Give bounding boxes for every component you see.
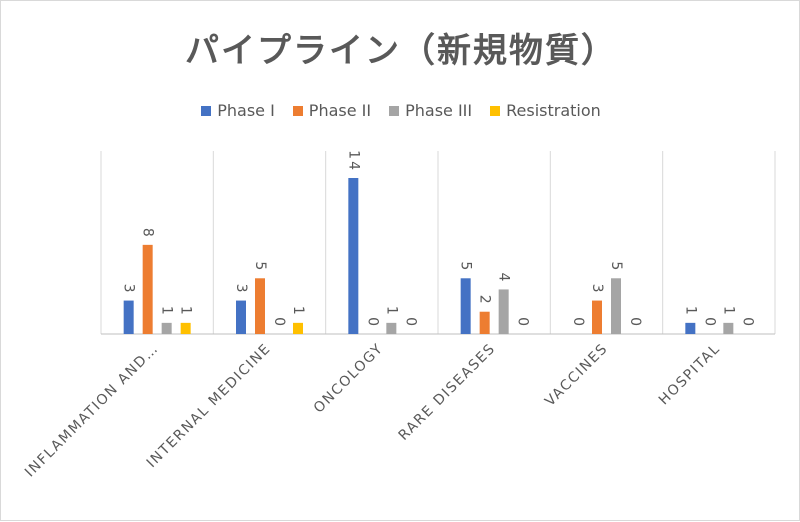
x-tick-label: RARE DISEASES	[396, 341, 499, 444]
legend-item-phase-2: Phase II	[292, 101, 372, 120]
bar	[236, 300, 246, 334]
data-label: 5	[608, 261, 624, 272]
data-label: 1	[383, 306, 399, 317]
legend-swatch-phase-1	[201, 105, 212, 116]
data-label: 1	[682, 306, 698, 317]
data-label: 1	[178, 306, 194, 317]
data-label: 1	[720, 306, 736, 317]
x-tick-label: HOSPITAL	[656, 341, 724, 409]
data-label: 0	[271, 317, 287, 328]
legend-label-resistration: Resistration	[506, 101, 601, 120]
legend-swatch-phase-3	[389, 105, 400, 116]
data-label: 0	[701, 317, 717, 328]
bar	[348, 178, 359, 334]
legend-swatch-phase-2	[292, 105, 303, 116]
data-label: 5	[458, 261, 474, 272]
data-label: 0	[739, 317, 755, 328]
bar	[685, 322, 696, 334]
data-label: 3	[589, 284, 605, 295]
bar	[592, 300, 602, 334]
bar	[123, 300, 134, 334]
data-label: 4	[496, 273, 512, 284]
legend-item-resistration: Resistration	[490, 101, 601, 120]
bar	[460, 278, 471, 334]
chart-title: パイプライン（新規物質）	[185, 31, 617, 71]
bar	[255, 278, 265, 334]
data-label: 0	[515, 317, 531, 328]
data-label: 0	[627, 317, 643, 328]
data-label: 0	[364, 317, 380, 328]
x-tick-label: INFLAMMATION AND…	[22, 341, 162, 481]
legend-item-phase-1: Phase I	[201, 101, 275, 120]
data-label: 3	[121, 284, 137, 295]
data-label: 3	[233, 284, 249, 295]
data-label: 5	[252, 261, 268, 272]
data-label: 0	[402, 317, 418, 328]
data-label: 2	[477, 295, 493, 306]
x-tick-label: INTERNAL MEDICINE	[144, 341, 275, 472]
x-tick-label: ONCOLOGY	[311, 341, 387, 417]
bar	[142, 244, 153, 334]
bar	[479, 311, 490, 334]
legend-label-phase-2: Phase II	[308, 101, 372, 120]
data-label: 0	[570, 317, 586, 328]
bar	[180, 322, 191, 334]
data-label: 8	[140, 228, 156, 239]
data-label: 1	[290, 306, 306, 317]
legend-label-phase-3: Phase III	[405, 101, 473, 120]
bar	[161, 322, 172, 334]
legend-swatch-resistration	[490, 105, 501, 116]
bar	[498, 289, 509, 334]
legend-label-phase-1: Phase I	[217, 101, 275, 120]
bar	[386, 322, 397, 334]
legend-item-phase-3: Phase III	[389, 101, 472, 120]
x-tick-label: VACCINES	[542, 341, 611, 410]
chart-legend: Phase I Phase II Phase III Resistration	[1, 101, 800, 120]
data-label: 14	[345, 150, 361, 172]
bar	[611, 278, 621, 334]
bar	[723, 322, 734, 334]
bar	[293, 322, 303, 334]
data-label: 1	[159, 306, 175, 317]
